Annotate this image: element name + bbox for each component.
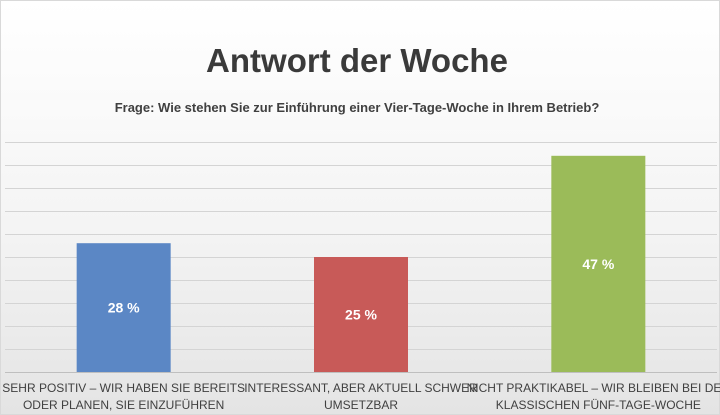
category-labels: SEHR POSITIV – WIR HABEN SIE BEREITS ODER…	[2, 381, 720, 412]
bar-1	[76, 243, 171, 372]
data-label-1: 28 %	[108, 300, 140, 316]
chart-title: Antwort der Woche	[206, 42, 508, 79]
category-label-2-line-1: INTERESSANT, ABER AKTUELL SCHWER	[244, 381, 478, 395]
category-label-3-line-1: NICHT PRAKTIKABEL – WIR BLEIBEN BEI DER	[467, 381, 720, 395]
chart-subtitle: Frage: Wie stehen Sie zur Einführung ein…	[115, 100, 600, 115]
data-labels: 28 % 25 % 47 %	[108, 256, 615, 323]
category-label-3-line-2: KLASSISCHEN FÜNF-TAGE-WOCHE	[496, 398, 701, 412]
bars	[76, 155, 646, 372]
category-label-1-line-2: ODER PLANEN, SIE EINZUFÜHREN	[23, 398, 224, 412]
category-label-2-line-2: UMSETZBAR	[324, 398, 398, 412]
bar-2	[314, 257, 408, 372]
bar-3	[551, 155, 646, 372]
category-label-1-line-1: SEHR POSITIV – WIR HABEN SIE BEREITS	[2, 381, 245, 395]
data-label-3: 47 %	[582, 256, 614, 272]
data-label-2: 25 %	[345, 307, 377, 323]
